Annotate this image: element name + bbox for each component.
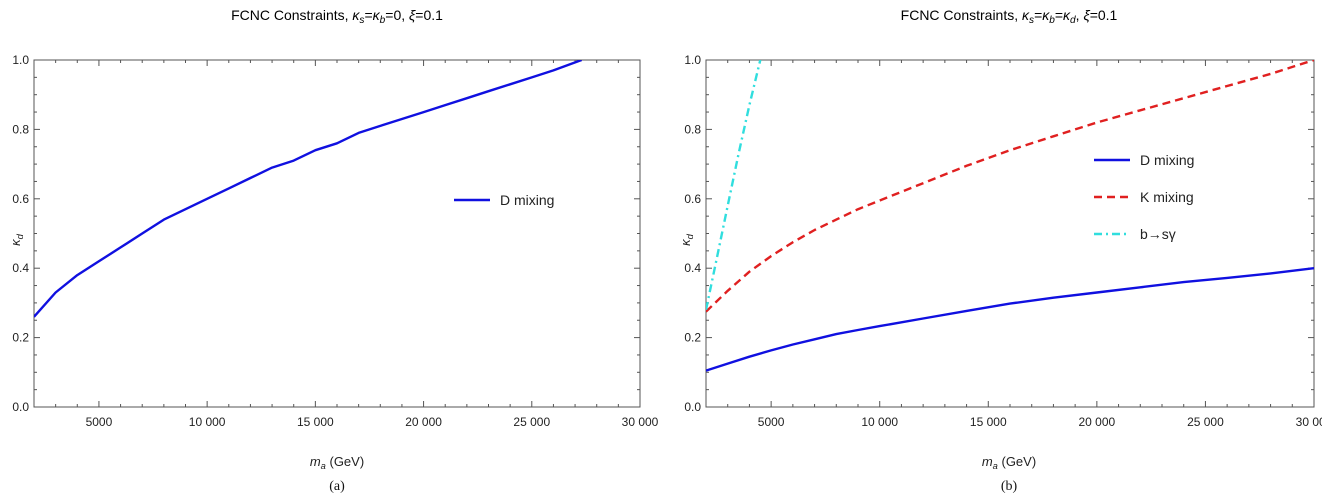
- legend-label: D mixing: [1140, 152, 1194, 168]
- plot-frame: [705, 59, 1315, 408]
- series-line-b-s-: [706, 60, 762, 311]
- y-tick-label: 1.0: [12, 53, 29, 67]
- y-tick-label: 1.0: [684, 53, 701, 67]
- y-tick-label: 0.2: [684, 331, 701, 345]
- x-tick-label: 20 000: [1079, 415, 1116, 429]
- legend-label: K mixing: [1140, 189, 1194, 205]
- x-tick-label: 30 000: [1296, 415, 1322, 429]
- x-tick-label: 10 000: [861, 415, 898, 429]
- y-tick-label: 0.4: [684, 261, 701, 275]
- x-tick-label: 15 000: [970, 415, 1007, 429]
- chart-title: FCNC Constraints, κs​=κb​=κd​, ξ=0.1: [901, 7, 1118, 26]
- series-line-k-mixing: [706, 60, 1314, 313]
- x-tick-label: 30 000: [622, 415, 659, 429]
- x-axis-label: ma​ (GeV): [982, 454, 1036, 471]
- y-tick-label: 0.2: [12, 331, 29, 345]
- series-line-d-mixing: [706, 267, 1314, 372]
- x-tick-label: 5000: [758, 415, 785, 429]
- y-axis-label: κd​: [678, 233, 695, 246]
- y-tick-label: 0.4: [12, 261, 29, 275]
- chart-title: FCNC Constraints, κs​=κb​=0, ξ=0.1: [231, 7, 443, 26]
- y-tick-label: 0.0: [684, 400, 701, 414]
- legend-label: b→sγ: [1140, 226, 1176, 242]
- x-tick-label: 15 000: [297, 415, 334, 429]
- x-tick-label: 10 000: [189, 415, 226, 429]
- x-tick-label: 20 000: [405, 415, 442, 429]
- chart-panel-a: FCNC Constraints, κs​=κb​=0, ξ=0.1 ma​ (…: [8, 7, 659, 494]
- y-tick-label: 0.6: [12, 192, 29, 206]
- x-tick-label: 5000: [86, 415, 113, 429]
- x-tick-label: 25 000: [1187, 415, 1224, 429]
- series-line-d-mixing: [34, 60, 583, 318]
- plot-frame: [33, 59, 641, 408]
- x-tick-label: 25 000: [513, 415, 550, 429]
- y-axis-label: κd​: [8, 233, 25, 246]
- y-tick-label: 0.8: [684, 122, 701, 136]
- chart-caption: (b): [1001, 479, 1018, 494]
- y-tick-label: 0.6: [684, 192, 701, 206]
- chart-panel-b: FCNC Constraints, κs​=κb​=κd​, ξ=0.1 ma​…: [678, 7, 1322, 494]
- y-tick-label: 0.0: [12, 400, 29, 414]
- chart-caption: (a): [329, 479, 345, 494]
- x-axis-label: ma​ (GeV): [310, 454, 364, 471]
- legend-label: D mixing: [500, 192, 554, 208]
- y-tick-label: 0.8: [12, 122, 29, 136]
